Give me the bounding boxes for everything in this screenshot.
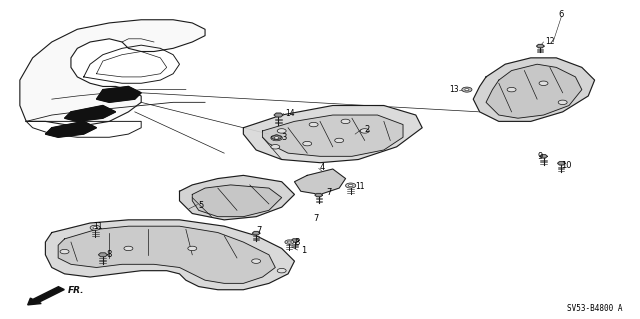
Text: 7: 7: [256, 226, 262, 235]
Circle shape: [93, 226, 97, 229]
Text: 7: 7: [314, 214, 319, 223]
FancyArrow shape: [28, 287, 64, 305]
Circle shape: [309, 122, 318, 127]
Polygon shape: [97, 86, 141, 102]
Text: 5: 5: [198, 201, 204, 210]
Polygon shape: [99, 253, 108, 257]
Circle shape: [277, 269, 286, 273]
Text: 9: 9: [537, 152, 542, 161]
Circle shape: [335, 138, 344, 143]
Polygon shape: [262, 115, 403, 156]
Circle shape: [465, 89, 469, 91]
Text: 6: 6: [559, 11, 564, 19]
Circle shape: [277, 129, 286, 133]
Text: 2: 2: [365, 125, 370, 134]
Circle shape: [462, 87, 472, 92]
Circle shape: [287, 241, 291, 243]
Polygon shape: [58, 226, 275, 283]
Text: 8: 8: [294, 238, 300, 247]
Polygon shape: [473, 58, 595, 122]
Text: 11: 11: [93, 222, 103, 231]
Circle shape: [90, 225, 100, 230]
Text: 1: 1: [301, 246, 306, 255]
Circle shape: [188, 246, 196, 251]
Circle shape: [124, 246, 133, 251]
Circle shape: [275, 137, 279, 139]
Circle shape: [507, 87, 516, 92]
Polygon shape: [486, 64, 582, 118]
Circle shape: [360, 129, 369, 133]
Text: 4: 4: [320, 163, 325, 172]
Circle shape: [271, 135, 282, 141]
Polygon shape: [271, 135, 282, 140]
Polygon shape: [45, 122, 97, 137]
Polygon shape: [45, 220, 294, 290]
Circle shape: [252, 259, 260, 263]
Circle shape: [285, 240, 294, 244]
Circle shape: [60, 249, 69, 254]
Circle shape: [539, 81, 548, 85]
Circle shape: [271, 145, 280, 149]
Text: SV53-B4800 A: SV53-B4800 A: [567, 304, 622, 313]
Circle shape: [346, 183, 356, 188]
Polygon shape: [252, 232, 260, 235]
Text: 13: 13: [449, 85, 459, 94]
Text: 7: 7: [326, 188, 332, 197]
Text: 11: 11: [355, 182, 365, 191]
Circle shape: [348, 184, 353, 187]
Polygon shape: [243, 106, 422, 163]
Polygon shape: [294, 169, 346, 195]
Circle shape: [558, 100, 567, 105]
Text: 3: 3: [282, 133, 287, 142]
Text: 14: 14: [285, 109, 294, 118]
Polygon shape: [179, 175, 294, 220]
Polygon shape: [20, 20, 205, 124]
Polygon shape: [536, 44, 544, 48]
Text: 8: 8: [106, 250, 111, 259]
Polygon shape: [540, 155, 547, 158]
Circle shape: [303, 141, 312, 146]
Text: FR.: FR.: [68, 286, 84, 295]
Text: 12: 12: [545, 38, 554, 47]
Polygon shape: [315, 193, 323, 197]
Polygon shape: [274, 113, 283, 117]
Polygon shape: [557, 162, 565, 165]
Polygon shape: [65, 106, 116, 122]
Circle shape: [341, 119, 350, 123]
Text: 10: 10: [561, 161, 572, 170]
Polygon shape: [291, 239, 299, 242]
Polygon shape: [192, 185, 282, 217]
